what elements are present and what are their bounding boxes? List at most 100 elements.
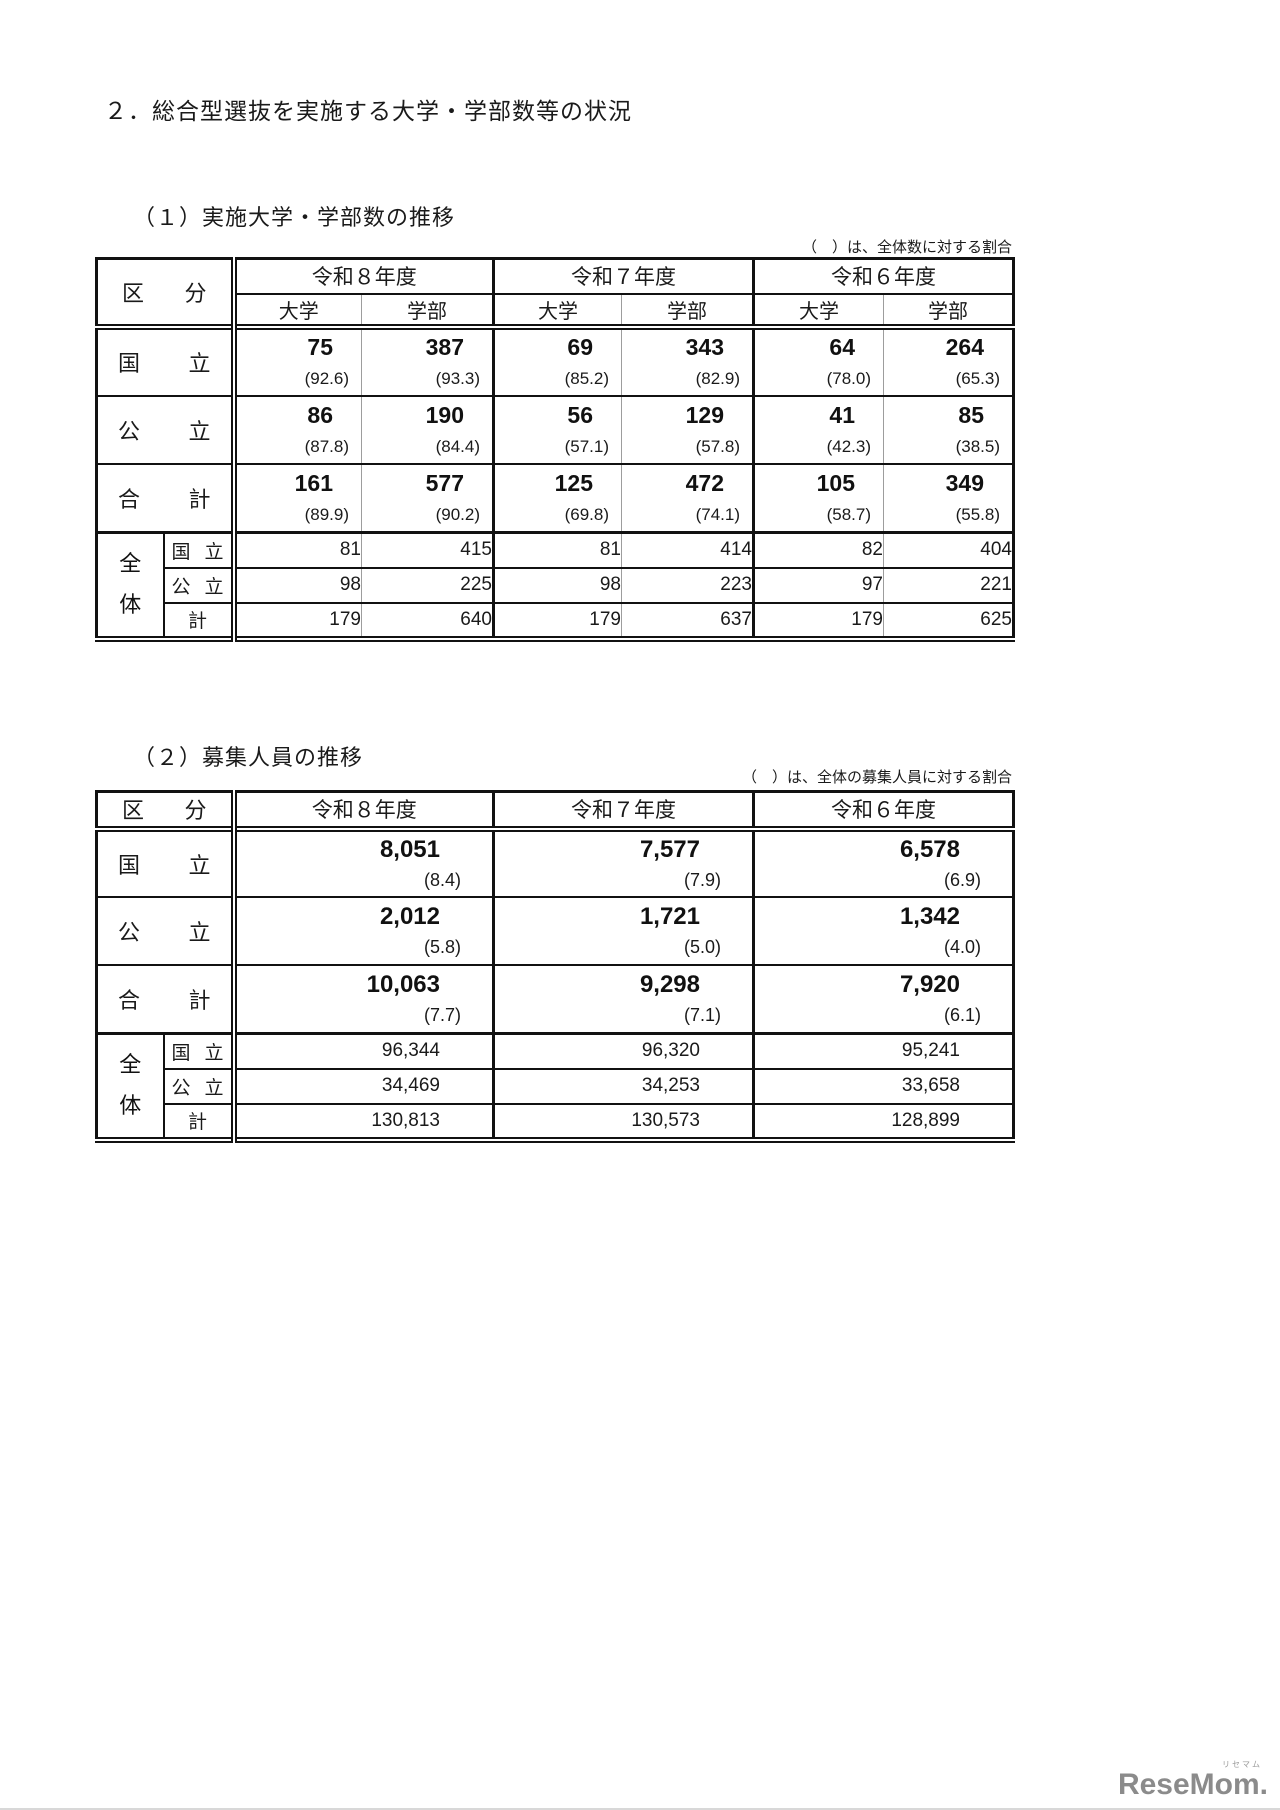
subheader-gakubu: 学部 <box>621 292 754 327</box>
row-label-char: 合 <box>118 486 141 512</box>
overall-value: 637 <box>621 601 754 639</box>
row-label-cell: 国 立 <box>96 825 234 897</box>
row-label-char: 立 <box>188 852 211 878</box>
row-label-cell: 合 計 <box>96 963 234 1034</box>
overall-row-label-char: 公 <box>171 576 191 598</box>
resemom-ruby-label: リセマム <box>1222 1760 1262 1769</box>
year-header-r7: 令和７年度 <box>492 258 754 294</box>
overall-value: 130,573 <box>492 1102 754 1140</box>
overall-value: 81 <box>230 531 362 568</box>
value-cell: 190 (84.4) <box>361 394 494 464</box>
value-cell: 129 (57.8) <box>621 394 754 464</box>
table-row-overall-national: 全 体 国 立 81 415 81 414 82 404 <box>96 531 1014 639</box>
overall-row-label-char: 立 <box>204 576 224 598</box>
overall-value: 97 <box>752 566 884 603</box>
resemom-watermark: リセマム ReseMom. <box>1118 1761 1268 1800</box>
overall-row-label-char: 立 <box>204 1077 224 1099</box>
table-row: 大学 学部 大学 学部 大学 学部 <box>97 292 1014 327</box>
overall-row-label-char: 立 <box>204 541 224 563</box>
table-row-overall-public: 公 立 98 225 98 223 97 221 <box>97 566 1014 603</box>
row-label-char: 公 <box>118 919 141 945</box>
value-cell: 1,721 (5.0) <box>492 895 754 965</box>
subheader-gakubu: 学部 <box>883 292 1014 327</box>
overall-label-cell: 全 体 <box>96 531 164 639</box>
overall-value: 34,253 <box>492 1067 754 1104</box>
table-row-total: 合 計 161 (89.9) 577 (90.2) 125 (69.8) 472 (74… <box>96 462 1014 533</box>
overall-label-char: 全 <box>119 1052 142 1078</box>
overall-row-label-cell: 計 <box>162 1102 234 1140</box>
row-label-char: 立 <box>188 351 211 376</box>
kubun-char: 区 <box>122 798 145 824</box>
kubun-char: 区 <box>122 280 145 306</box>
table-row-total: 合 計 10,063 (7.7) 9,298 (7.1) 7,920 (6.1) <box>96 963 1014 1034</box>
value-cell: 8,051 (8.4) <box>230 825 494 897</box>
overall-value: 98 <box>492 566 622 603</box>
overall-value: 81 <box>492 531 622 568</box>
value-cell: 343 (82.9) <box>621 323 754 396</box>
value-cell: 69 (85.2) <box>492 323 622 396</box>
overall-value: 625 <box>883 601 1014 639</box>
row-label-char: 国 <box>118 351 141 376</box>
value-cell: 7,577 (7.9) <box>492 825 754 897</box>
overall-label-char: 体 <box>119 1093 142 1119</box>
value-cell: 41 (42.3) <box>752 394 884 464</box>
table-row-overall-total: 計 130,813 130,573 128,899 <box>97 1102 1014 1140</box>
table-row-public: 公 立 2,012 (5.8) 1,721 (5.0) 1,342 (4.0) <box>96 895 1014 965</box>
value-cell: 7,920 (6.1) <box>752 963 1014 1034</box>
subheader-gakubu: 学部 <box>361 292 494 327</box>
table-row-national: 国 立 75 (92.6) 387 (93.3) 69 (85.2) 343 (82.9… <box>96 323 1014 396</box>
overall-value: 98 <box>230 566 362 603</box>
overall-value: 96,344 <box>230 1032 494 1069</box>
section1-note: （ ）は、全体数に対する割合 <box>801 239 1012 256</box>
overall-value: 128,899 <box>752 1102 1014 1140</box>
value-cell: 105 (58.7) <box>752 462 884 533</box>
table-row-public: 公 立 86 (87.8) 190 (84.4) 56 (57.1) 129 (57.8… <box>96 394 1014 464</box>
value-cell: 349 (55.8) <box>883 462 1014 533</box>
row-label-cell: 合 計 <box>96 462 234 533</box>
subheader-daigaku: 大学 <box>492 292 622 327</box>
kubun-header-cell: 区 分 <box>97 792 234 829</box>
overall-label-cell: 全 体 <box>96 1032 164 1140</box>
value-cell: 9,298 (7.1) <box>492 963 754 1034</box>
overall-value: 95,241 <box>752 1032 1014 1069</box>
overall-value: 179 <box>230 601 362 639</box>
overall-value: 179 <box>492 601 622 639</box>
overall-row-label-char: 計 <box>187 1112 207 1133</box>
row-label-cell: 公 立 <box>96 394 234 464</box>
row-label-cell: 国 立 <box>96 323 234 396</box>
overall-value: 33,658 <box>752 1067 1014 1104</box>
overall-value: 96,320 <box>492 1032 754 1069</box>
value-cell: 2,012 (5.8) <box>230 895 494 965</box>
overall-value: 415 <box>361 531 494 568</box>
implementation-table: 区 分 令和８年度 令和７年度 令和６年度 大学 学部 大学 学部 大学 学部 … <box>95 257 1015 642</box>
value-cell: 6,578 (6.9) <box>752 825 1014 897</box>
overall-row-label-cell: 計 <box>162 601 234 639</box>
overall-value: 221 <box>883 566 1014 603</box>
overall-row-label-char: 公 <box>171 1077 191 1099</box>
page-bottom-edge <box>0 1808 1280 1810</box>
row-label-char: 立 <box>188 919 211 945</box>
overall-row-label-cell: 国 立 <box>162 1032 234 1069</box>
value-cell: 125 (69.8) <box>492 462 622 533</box>
kubun-header-cell: 区 分 <box>97 259 234 327</box>
value-cell: 161 (89.9) <box>230 462 362 533</box>
overall-row-label-char: 計 <box>187 611 207 632</box>
overall-row-label-char: 立 <box>204 1042 224 1064</box>
resemom-logo-text: ReseMom. <box>1117 1768 1268 1801</box>
value-cell: 387 (93.3) <box>361 323 494 396</box>
subheader-daigaku: 大学 <box>230 292 362 327</box>
row-label-char: 国 <box>118 852 141 878</box>
value-cell: 264 (65.3) <box>883 323 1014 396</box>
overall-value: 404 <box>883 531 1014 568</box>
value-cell: 85 (38.5) <box>883 394 1014 464</box>
subheader-daigaku: 大学 <box>752 292 884 327</box>
overall-value: 179 <box>752 601 884 639</box>
row-label-char: 合 <box>118 987 141 1013</box>
overall-value: 414 <box>621 531 754 568</box>
table-row: 区 分 令和８年度 令和７年度 令和６年度 <box>97 258 1014 306</box>
section1-heading: （１）実施大学・学部数の推移 <box>133 205 456 230</box>
overall-row-label-char: 国 <box>171 1042 191 1064</box>
overall-value: 640 <box>361 601 494 639</box>
overall-value: 82 <box>752 531 884 568</box>
